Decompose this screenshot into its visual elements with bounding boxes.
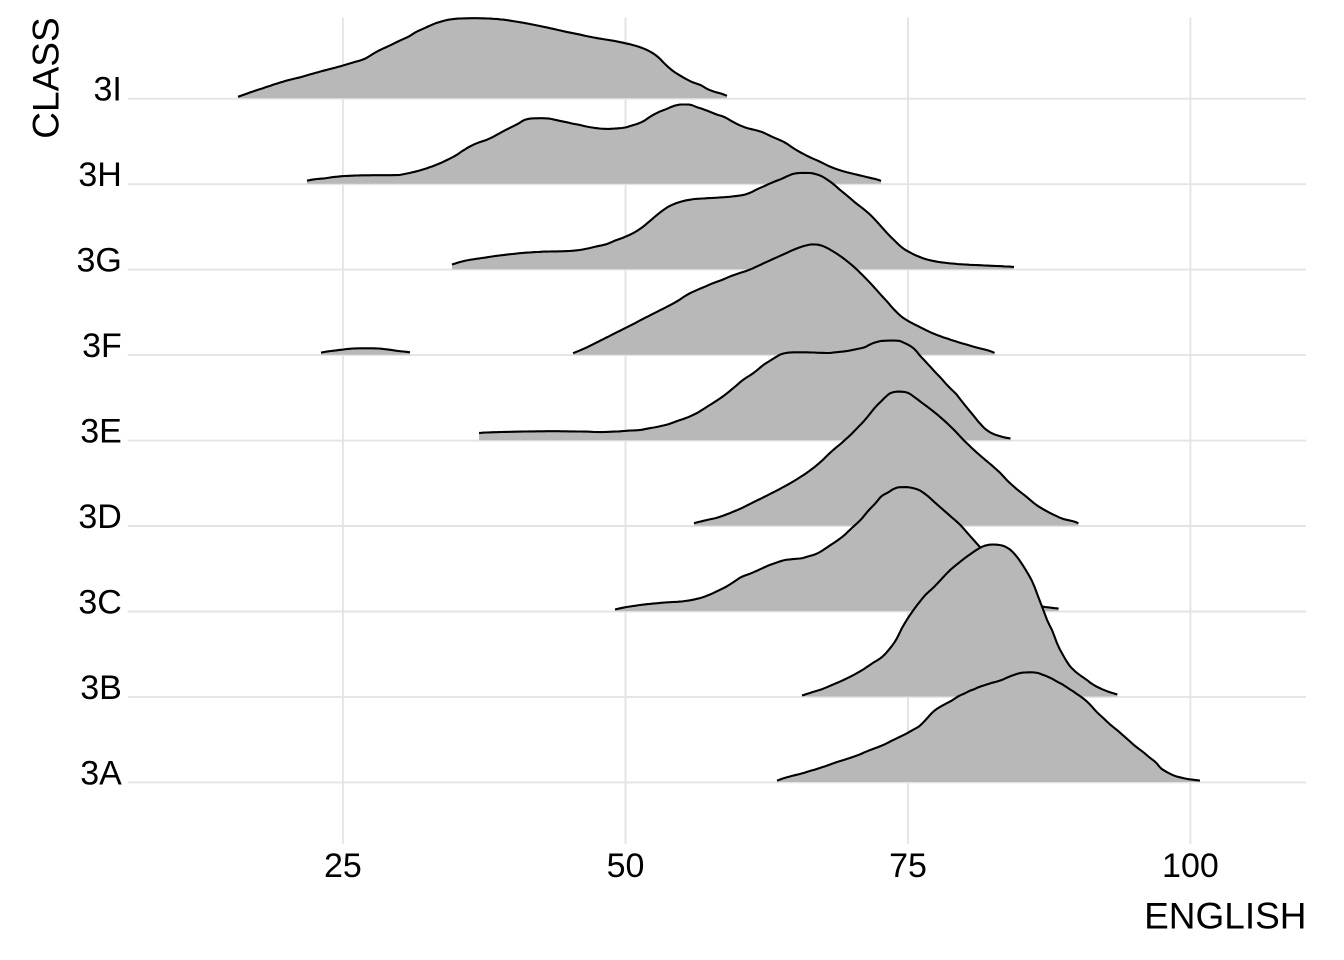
svg-text:3H: 3H bbox=[78, 156, 121, 194]
svg-text:CLASS: CLASS bbox=[26, 17, 67, 138]
svg-text:3G: 3G bbox=[76, 242, 121, 280]
svg-text:50: 50 bbox=[607, 847, 645, 885]
svg-text:ENGLISH: ENGLISH bbox=[1144, 896, 1306, 937]
svg-text:3I: 3I bbox=[93, 71, 121, 109]
svg-text:3A: 3A bbox=[80, 754, 122, 792]
svg-text:3E: 3E bbox=[80, 413, 122, 451]
svg-text:100: 100 bbox=[1162, 847, 1219, 885]
svg-text:75: 75 bbox=[889, 847, 927, 885]
svg-text:25: 25 bbox=[324, 847, 362, 885]
svg-text:3C: 3C bbox=[78, 583, 121, 621]
svg-text:3D: 3D bbox=[78, 498, 121, 536]
svg-text:3B: 3B bbox=[80, 669, 122, 707]
svg-text:3F: 3F bbox=[82, 327, 122, 365]
